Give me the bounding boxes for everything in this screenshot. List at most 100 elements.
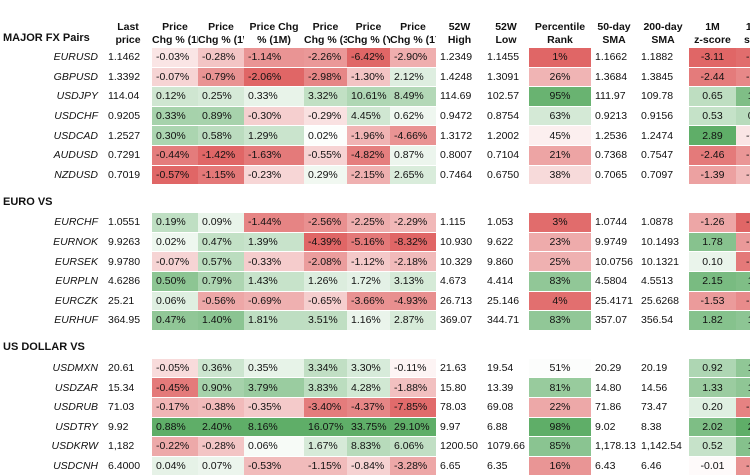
table-cell: 0.04% <box>152 456 198 476</box>
table-cell: 0.19% <box>152 212 198 233</box>
table-cell: -0.01 <box>689 456 736 476</box>
table-cell: 0.8007 <box>436 145 483 166</box>
table-cell: 71.86 <box>591 397 637 418</box>
table-cell: 3.51% <box>304 310 347 331</box>
table-cell: -0.33% <box>244 251 304 272</box>
table-cell: -0.29% <box>304 106 347 127</box>
table-cell: -2.51 <box>736 212 750 233</box>
table-cell: 8.83% <box>347 436 390 457</box>
table-cell: 38% <box>529 165 591 186</box>
pair-name: EURCZK <box>1 291 104 312</box>
table-cell: -0.79% <box>198 67 244 88</box>
table-cell: 1.46 <box>736 377 750 398</box>
section-title: US DOLLAR VS <box>1 336 750 359</box>
table-cell: 1.78 <box>689 232 736 253</box>
table-cell: 0.7547 <box>637 145 689 166</box>
table-cell: -2.90% <box>390 48 436 68</box>
table-cell: 1.2349 <box>436 48 483 68</box>
table-cell: 10.0756 <box>591 251 637 272</box>
pair-name: EURSEK <box>1 251 104 272</box>
table-cell: 13.39 <box>483 377 529 398</box>
column-header-line: 200-day <box>643 21 683 33</box>
table-cell: 4.28% <box>347 377 390 398</box>
table-cell: 45% <box>529 125 591 146</box>
table-cell: 0.9156 <box>637 106 689 127</box>
table-cell: 3% <box>529 212 591 233</box>
table-row: USDZAR 15.34 -0.45% 0.90% 3.79% 3.83% 4.28% -1.… <box>1 377 750 398</box>
table-cell: 0.47% <box>152 310 198 331</box>
table-cell: 0.02% <box>304 125 347 146</box>
table-cell: 344.71 <box>483 310 529 331</box>
table-cell: -2.06% <box>244 67 304 88</box>
table-cell: -2.29% <box>390 212 436 233</box>
table-cell: 10.61% <box>347 86 390 107</box>
table-cell: -2.46 <box>689 145 736 166</box>
table-cell: -0.69% <box>244 291 304 312</box>
table-cell: 1,142.54 <box>637 436 689 457</box>
column-header-line: Last <box>117 21 139 33</box>
table-cell: -1.34 <box>736 145 750 166</box>
table-cell: -1.30% <box>347 67 390 88</box>
table-cell: -0.68 <box>736 165 750 186</box>
pair-name: AUDUSD <box>1 145 104 166</box>
table-cell: 3.83% <box>304 377 347 398</box>
table-cell: 1,182 <box>104 436 152 457</box>
table-cell: 21% <box>529 145 591 166</box>
table-cell: 102.57 <box>483 86 529 107</box>
table-cell: 83% <box>529 271 591 292</box>
table-cell: 15.34 <box>104 377 152 398</box>
column-header: Last price <box>104 0 152 48</box>
table-cell: -1.58 <box>736 291 750 312</box>
table-cell: 0.25% <box>198 86 244 107</box>
table-cell: -1.42% <box>198 145 244 166</box>
table-row: USDCAD 1.2527 0.30% 0.58% 1.29% 0.02% -1.96% -4… <box>1 125 750 146</box>
table-body: EURUSD 1.1462 -0.03% -0.28% -1.14% -2.26% -6.4… <box>1 48 750 476</box>
pair-name: USDJPY <box>1 86 104 107</box>
table-cell: 1.0551 <box>104 212 152 233</box>
column-header-line: Price <box>400 21 426 33</box>
column-header-line: Chg % (1D) <box>152 33 198 46</box>
table-cell: 10.329 <box>436 251 483 272</box>
table-cell: 0.29% <box>304 165 347 186</box>
column-header-line: 52W <box>495 21 517 33</box>
table-cell: -0.13 <box>736 125 750 146</box>
table-cell: -2.18% <box>390 251 436 272</box>
table-cell: 3.13% <box>390 271 436 292</box>
table-cell: 114.04 <box>104 86 152 107</box>
table-cell: 1.67% <box>304 436 347 457</box>
table-cell: 20.61 <box>104 358 152 379</box>
table-cell: 1.1882 <box>637 48 689 68</box>
column-header: 52W High <box>436 0 483 48</box>
table-cell: 1.1662 <box>591 48 637 68</box>
table-cell: 10.1493 <box>637 232 689 253</box>
column-header-line: 52W <box>448 21 471 33</box>
table-cell: 1.2527 <box>104 125 152 146</box>
table-cell: -1.96% <box>347 125 390 146</box>
column-header-line: Chg % (1W) <box>198 33 244 46</box>
pair-name: USDCNH <box>1 456 104 476</box>
table-cell: 1.2536 <box>591 125 637 146</box>
table-cell: 1.3392 <box>104 67 152 88</box>
table-cell: -1.27 <box>736 232 750 253</box>
column-header: 50-day SMA <box>591 0 637 48</box>
table-cell: 22% <box>529 397 591 418</box>
column-header-line: Chg % (YTD) <box>347 33 390 46</box>
column-header-line: Chg % (1Y) <box>390 33 436 46</box>
table-cell: 1.83 <box>736 86 750 107</box>
table-cell: 3.30% <box>347 358 390 379</box>
column-header-line: Price <box>312 21 339 33</box>
table-cell: 25.4171 <box>591 291 637 312</box>
table-cell: 1.33 <box>689 377 736 398</box>
table-cell: 6.88 <box>483 417 529 438</box>
table-cell: -1.42 <box>736 456 750 476</box>
table-cell: 0.8754 <box>483 106 529 127</box>
table-cell: 25% <box>529 251 591 272</box>
table-cell: 109.78 <box>637 86 689 107</box>
table-cell: -3.28% <box>390 456 436 476</box>
table-cell: 1.3172 <box>436 125 483 146</box>
table-cell: 1.69 <box>736 436 750 457</box>
pair-name: EURCHF <box>1 212 104 233</box>
table-row: EURPLN 4.6286 0.50% 0.79% 1.43% 1.26% 1.72% 3.1… <box>1 271 750 292</box>
column-header: Percentile Rank <box>529 0 591 48</box>
